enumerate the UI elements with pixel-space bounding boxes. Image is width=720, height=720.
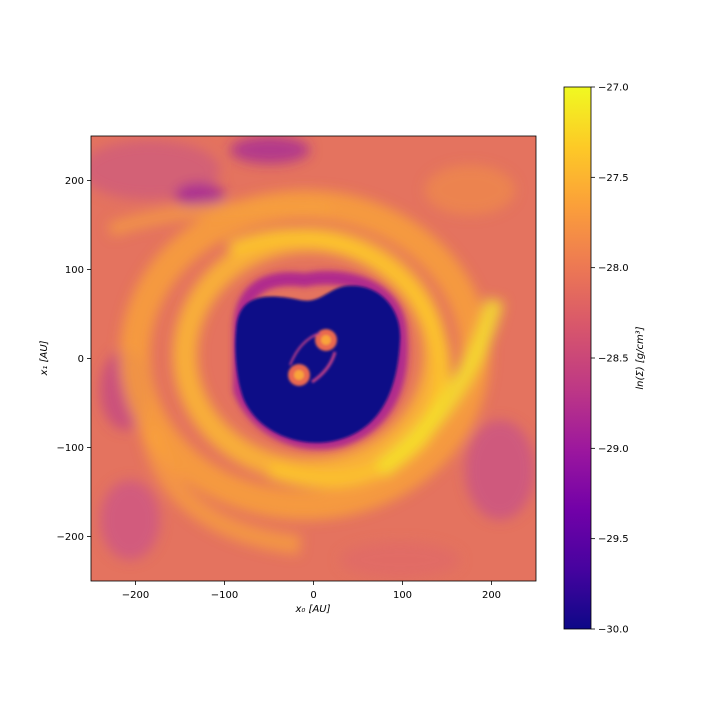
y-tick-label: 200 <box>65 176 84 187</box>
colorbar-tick-label: −27.5 <box>598 173 629 184</box>
x-axis-label: x₀ [AU] <box>294 604 330 615</box>
x-tick-label: −200 <box>122 590 149 601</box>
colorbar: −30.0 −29.5 −29.0 −28.5 −28.0 −27.5 −27.0 ln(Σ… <box>563 83 646 636</box>
colorbar-tick-label: −28.5 <box>598 354 629 365</box>
colorbar-tick-label: −27.0 <box>598 83 629 94</box>
outer-patch <box>100 480 160 560</box>
colorbar-gradient <box>564 87 591 629</box>
y-axis-ticks: −200 −100 0 100 200 <box>57 176 91 543</box>
sink-structures <box>288 329 337 386</box>
outer-patch <box>425 165 515 215</box>
spiral-arm <box>374 297 504 478</box>
sink-tail <box>289 332 321 366</box>
density-structures <box>91 136 535 578</box>
y-tick-label: −200 <box>57 532 84 543</box>
y-tick-label: 0 <box>78 354 84 365</box>
spiral-arm <box>107 200 331 237</box>
y-tick-label: −100 <box>57 443 84 454</box>
x-axis-ticks: −200 −100 0 100 200 <box>122 581 501 601</box>
colorbar-tick-label: −29.0 <box>598 444 629 455</box>
sink-tail <box>311 351 337 384</box>
colorbar-tick-label: −30.0 <box>598 625 629 636</box>
outer-patch <box>340 542 460 578</box>
outer-patch <box>465 420 535 520</box>
spiral-arm <box>227 228 451 488</box>
heatmap-plot-area <box>91 136 536 581</box>
y-tick-label: 100 <box>65 265 84 276</box>
x-tick-label: 100 <box>393 590 412 601</box>
outer-patch <box>230 136 310 164</box>
spiral-arm <box>140 427 302 555</box>
x-tick-label: 0 <box>310 590 316 601</box>
colorbar-ticks: −30.0 −29.5 −29.0 −28.5 −28.0 −27.5 −27.0 <box>591 83 629 636</box>
colorbar-tick-label: −29.5 <box>598 534 629 545</box>
x-tick-label: −100 <box>211 590 238 601</box>
colorbar-tick-label: −28.0 <box>598 263 629 274</box>
x-tick-label: 200 <box>482 590 501 601</box>
colorbar-label: ln(Σ) [g/cm³] <box>635 326 646 389</box>
y-axis-label: x₁ [AU] <box>39 340 50 376</box>
outer-patch <box>175 183 225 207</box>
central-cavity <box>235 285 401 443</box>
